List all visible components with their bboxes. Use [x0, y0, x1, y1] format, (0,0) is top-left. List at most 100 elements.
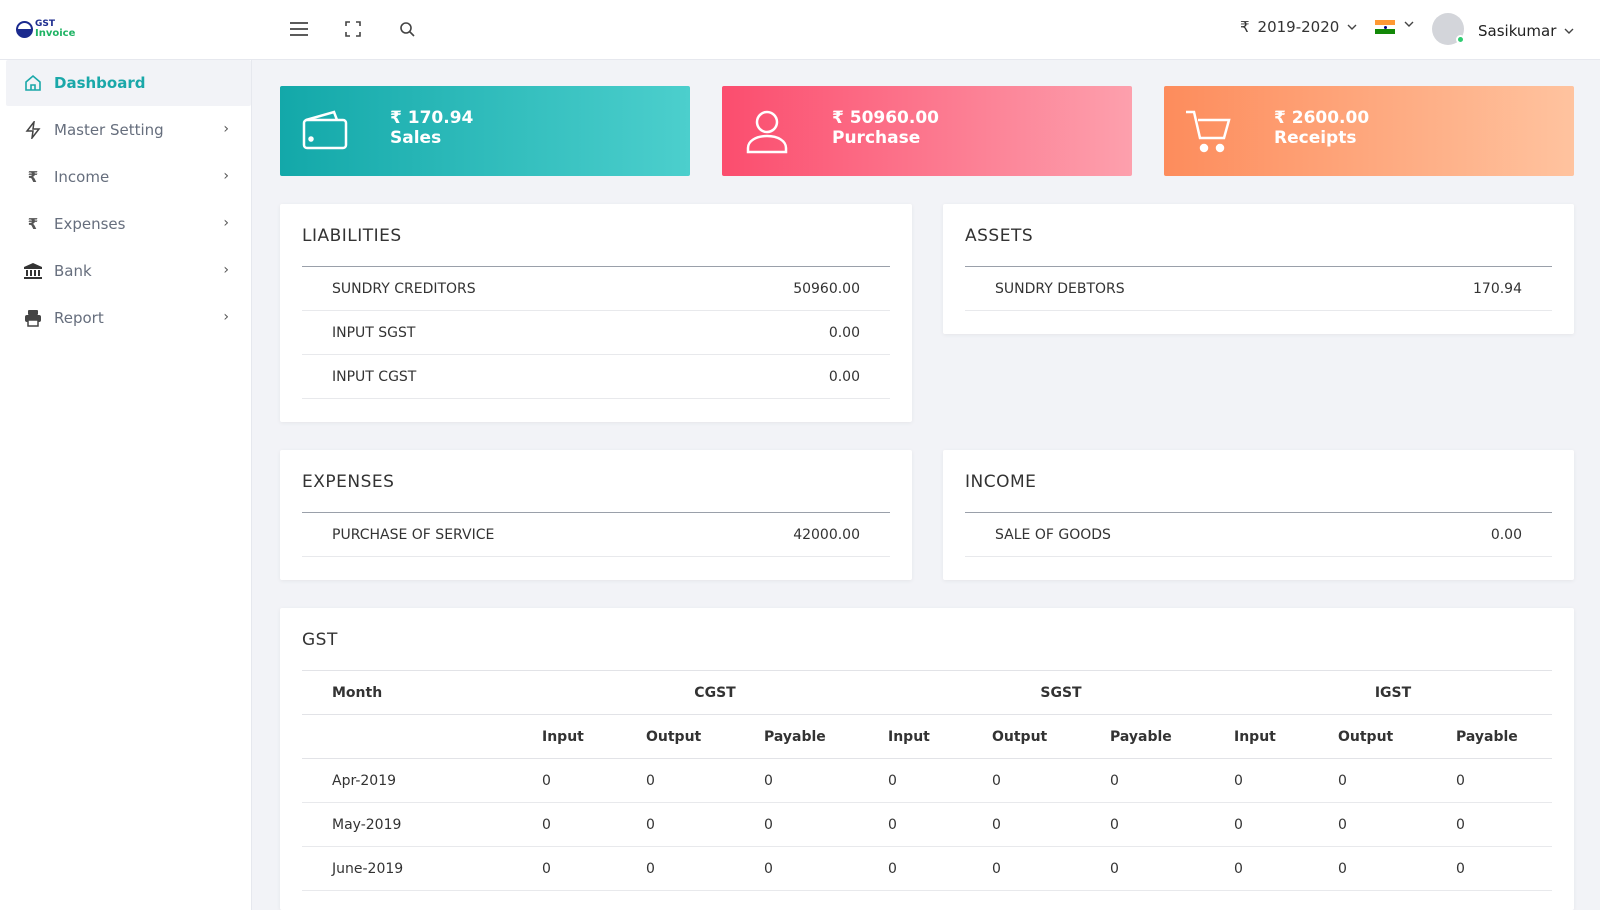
cell-value: 0 [1338, 846, 1456, 891]
panel-title: EXPENSES [302, 472, 395, 492]
cell-value: 0 [542, 846, 646, 891]
table-subheader-row: Input Output Payable Input Output Payabl… [302, 714, 1552, 759]
chevron-right-icon: › [223, 309, 229, 325]
cell-value: 0 [646, 846, 764, 891]
column-header-output: Output [992, 714, 1110, 759]
sales-card[interactable]: ₹ 170.94 Sales [280, 86, 690, 176]
cell-value: 0 [992, 802, 1110, 847]
sales-label: Sales [390, 128, 442, 148]
cell-value: 0 [888, 846, 992, 891]
chevron-right-icon: › [223, 121, 229, 137]
cell-value: 0 [1234, 802, 1338, 847]
column-header-igst: IGST [1234, 670, 1552, 715]
item-name: INPUT CGST [332, 369, 417, 385]
printer-icon [22, 309, 44, 327]
sidebar-item-expenses[interactable]: ₹ Expenses › [0, 200, 251, 247]
avatar[interactable] [1432, 13, 1465, 45]
purchase-card[interactable]: ₹ 50960.00 Purchase [722, 86, 1132, 176]
cell-value: 0 [1456, 758, 1552, 803]
column-header-output: Output [1338, 714, 1456, 759]
expenses-panel: EXPENSES PURCHASE OF SERVICE 42000.00 [280, 450, 912, 580]
item-value: 0.00 [828, 325, 860, 341]
financial-year-selector[interactable]: ₹ 2019-2020 [1240, 18, 1357, 36]
financial-year-value: 2019-2020 [1257, 18, 1340, 36]
cell-value: 0 [1456, 802, 1552, 847]
sidebar-item-dashboard[interactable]: Dashboard [6, 60, 251, 106]
cell-value: 0 [646, 758, 764, 803]
cell-value: 0 [542, 758, 646, 803]
cell-value: 0 [764, 846, 888, 891]
item-value: 0.00 [1490, 527, 1522, 543]
cell-value: 0 [992, 846, 1110, 891]
cell-value: 0 [1338, 758, 1456, 803]
chevron-down-icon [1347, 24, 1357, 30]
receipts-amount: ₹ 2600.00 [1274, 108, 1370, 128]
cell-value: 0 [764, 802, 888, 847]
column-header-cgst: CGST [542, 670, 888, 715]
item-name: SUNDRY CREDITORS [332, 281, 476, 297]
assets-panel: ASSETS SUNDRY DEBTORS 170.94 [943, 204, 1574, 334]
chevron-right-icon: › [223, 215, 229, 231]
bolt-icon [22, 120, 44, 139]
column-header-input: Input [542, 714, 646, 759]
language-chevron-down-icon[interactable] [1404, 20, 1414, 28]
online-status-indicator [1456, 35, 1465, 44]
cell-value: 0 [1110, 758, 1234, 803]
user-name: Sasikumar [1478, 22, 1557, 40]
rupee-icon: ₹ [27, 214, 39, 233]
sidebar-item-income[interactable]: ₹ Income › [0, 153, 251, 200]
cell-value: 0 [1338, 802, 1456, 847]
cell-value: 0 [992, 758, 1110, 803]
receipts-card[interactable]: ₹ 2600.00 Receipts [1164, 86, 1574, 176]
column-header-input: Input [1234, 714, 1338, 759]
list-item: INPUT SGST 0.00 [302, 311, 890, 355]
cell-value: 0 [1456, 846, 1552, 891]
cell-value: 0 [888, 802, 992, 847]
gst-table: Month CGST SGST IGST Input Output Payabl… [302, 670, 1552, 891]
item-value: 170.94 [1473, 281, 1522, 297]
cell-value: 0 [764, 758, 888, 803]
list-item: SALE OF GOODS 0.00 [965, 513, 1552, 557]
menu-icon[interactable] [286, 16, 312, 42]
cell-value: 0 [542, 802, 646, 847]
sidebar-item-label: Dashboard [54, 74, 146, 92]
sidebar-item-label: Bank [54, 261, 92, 280]
purchase-label: Purchase [832, 128, 921, 148]
india-flag-icon[interactable] [1375, 20, 1395, 35]
panel-title: INCOME [965, 472, 1037, 492]
sidebar-item-label: Report [54, 308, 104, 327]
item-name: INPUT SGST [332, 325, 416, 341]
cell-value: 0 [888, 758, 992, 803]
cell-value: 0 [646, 802, 764, 847]
column-header-payable: Payable [764, 714, 888, 759]
chevron-right-icon: › [223, 168, 229, 184]
logo-text-line2: Invoice [35, 28, 76, 39]
gst-panel: GST Month CGST SGST IGST Input Output Pa… [280, 608, 1574, 910]
item-value: 50960.00 [793, 281, 860, 297]
income-panel: INCOME SALE OF GOODS 0.00 [943, 450, 1574, 580]
sidebar-item-report[interactable]: Report › [0, 294, 251, 341]
column-header-empty [302, 714, 542, 759]
search-icon[interactable] [394, 16, 420, 42]
divider [965, 266, 1552, 267]
table-row: Apr-2019 0 0 0 0 0 0 0 0 0 [302, 758, 1552, 803]
chevron-down-icon [1564, 28, 1574, 34]
sidebar-item-bank[interactable]: Bank › [0, 247, 251, 294]
item-name: PURCHASE OF SERVICE [332, 527, 495, 543]
sidebar-item-label: Income [54, 167, 110, 186]
table-header-row: Month CGST SGST IGST [302, 670, 1552, 715]
cell-value: 0 [1234, 758, 1338, 803]
panel-title: LIABILITIES [302, 226, 402, 246]
table-row: June-2019 0 0 0 0 0 0 0 0 0 [302, 846, 1552, 891]
user-menu[interactable]: Sasikumar [1478, 22, 1574, 40]
app-logo[interactable]: GST Invoice [16, 20, 76, 39]
list-item: PURCHASE OF SERVICE 42000.00 [302, 513, 890, 557]
liabilities-panel: LIABILITIES SUNDRY CREDITORS 50960.00 IN… [280, 204, 912, 422]
panel-title: GST [302, 630, 338, 650]
fullscreen-icon[interactable] [340, 16, 366, 42]
home-icon [22, 74, 44, 92]
top-bar: GST Invoice ₹ 2019-2020 Sasikumar [0, 0, 1600, 60]
logo-mark-icon [16, 20, 33, 38]
sidebar-item-master-setting[interactable]: Master Setting › [0, 106, 251, 153]
sidebar-item-label: Expenses [54, 214, 126, 233]
